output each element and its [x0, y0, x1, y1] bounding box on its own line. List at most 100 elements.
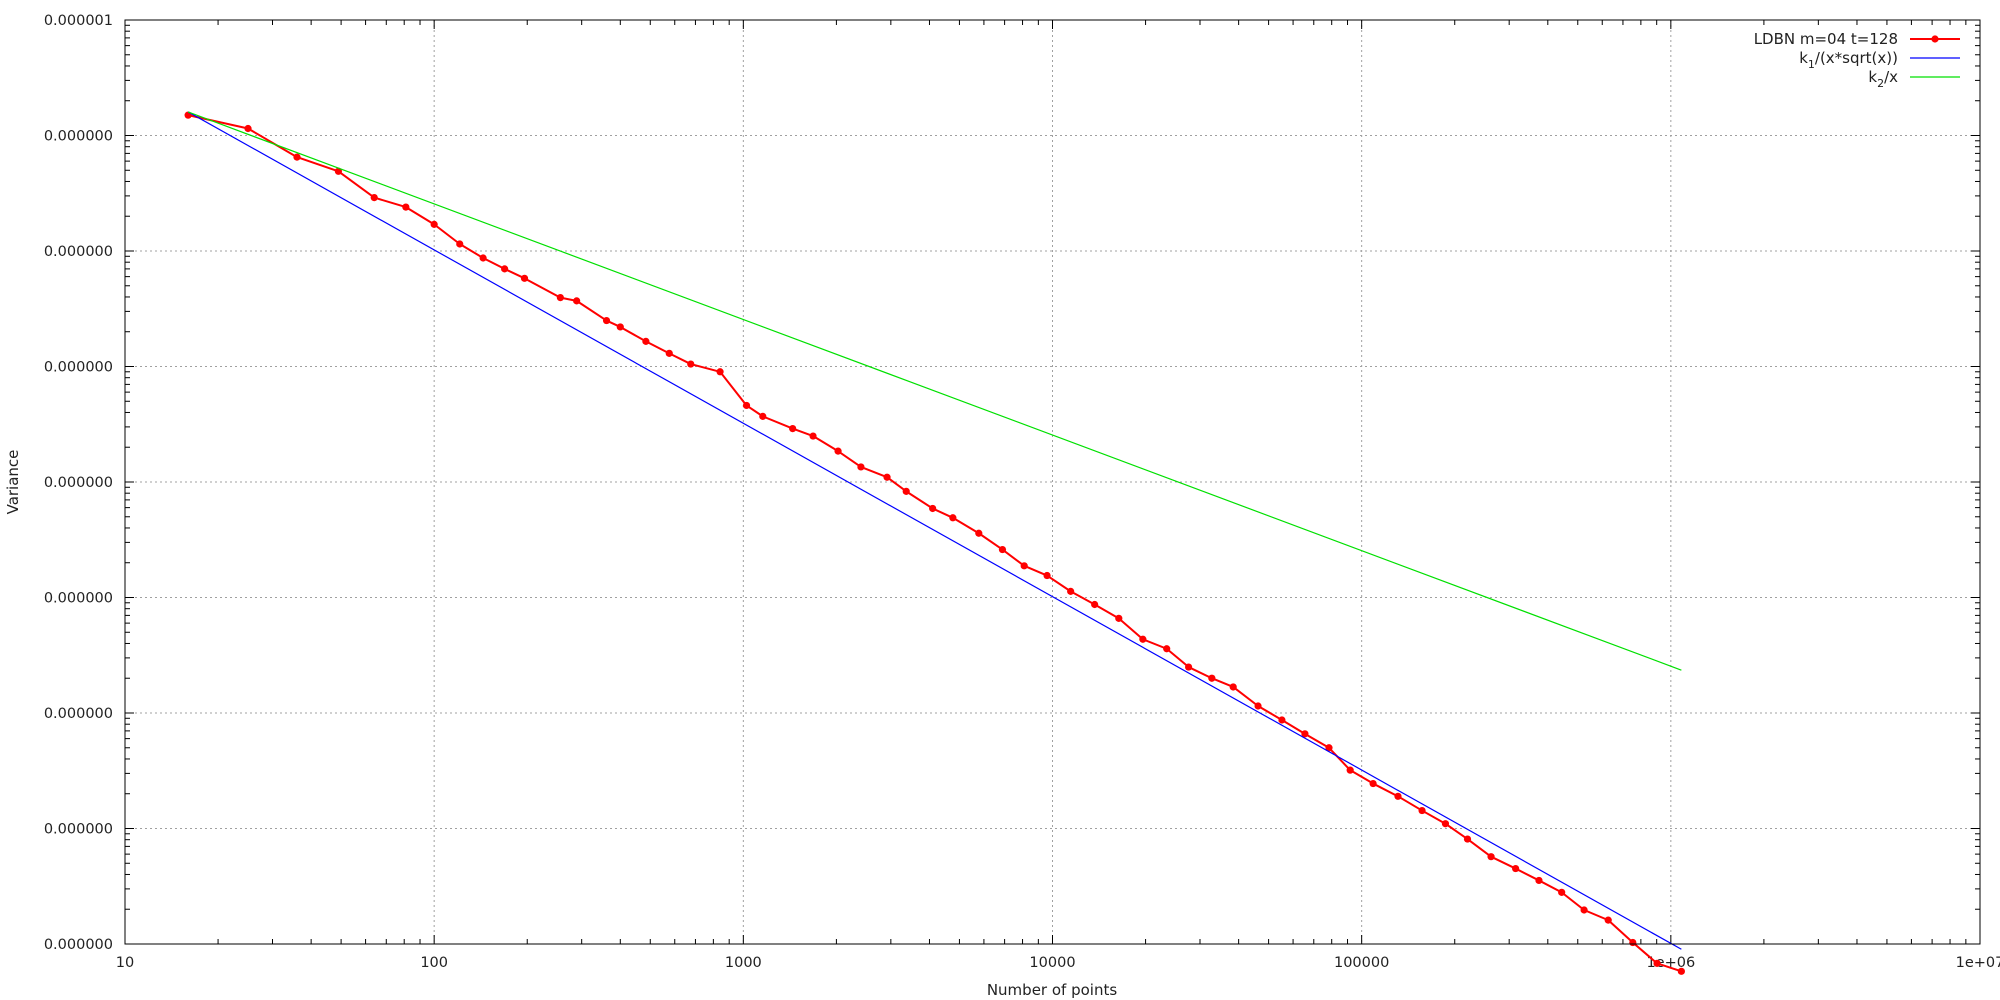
data-point	[1163, 645, 1171, 653]
y-tick-label: 0.000000	[44, 822, 113, 838]
y-tick-label: 0.000000	[44, 360, 113, 376]
data-point	[809, 432, 817, 440]
data-point	[665, 349, 673, 357]
data-point	[902, 487, 910, 495]
y-tick-label: 0.000000	[44, 475, 113, 491]
data-point	[1043, 571, 1051, 580]
data-point	[975, 529, 983, 537]
data-point	[834, 447, 842, 455]
series-2	[187, 111, 1682, 950]
data-point	[1580, 906, 1588, 914]
data-point	[456, 240, 464, 248]
series-layer	[184, 111, 1685, 975]
data-point	[1653, 959, 1661, 967]
data-point	[1278, 716, 1286, 724]
legend-suffix: /(x*sqrt(x))	[1815, 49, 1898, 67]
data-point	[1254, 702, 1262, 710]
data-point	[1463, 835, 1472, 843]
data-point	[1558, 888, 1566, 896]
data-point	[1020, 562, 1028, 570]
x-tick-label: 100000	[1334, 955, 1389, 971]
data-point	[1067, 587, 1075, 595]
y-tick-label: 0.000000	[44, 591, 113, 607]
data-point	[789, 424, 797, 433]
data-point	[1677, 967, 1685, 975]
legend-label: LDBN m=04 t=128	[1754, 30, 1898, 48]
data-point	[1229, 683, 1237, 691]
series-line	[187, 111, 1682, 671]
data-point	[998, 545, 1007, 554]
legend-name: k	[1799, 49, 1808, 67]
x-axis-title: Number of points	[987, 981, 1118, 999]
data-point	[1512, 864, 1520, 873]
data-point	[742, 401, 751, 410]
series-line	[187, 111, 1682, 950]
data-point	[929, 504, 937, 513]
data-point	[857, 463, 865, 471]
legend-marker	[1931, 35, 1939, 43]
legend-subscript: 1	[1808, 58, 1815, 71]
data-point	[430, 220, 438, 228]
x-tick-label: 10	[116, 955, 134, 971]
data-point	[293, 153, 301, 161]
data-point	[370, 193, 378, 202]
x-tick-label: 10000	[1029, 955, 1075, 971]
data-point	[1091, 600, 1099, 609]
data-point	[1185, 663, 1193, 671]
data-point	[244, 124, 252, 133]
data-point	[1301, 730, 1309, 738]
legend-label: k1/(x*sqrt(x))	[1799, 49, 1898, 71]
x-tick-label: 100	[420, 955, 448, 971]
legend-suffix: /x	[1884, 68, 1898, 86]
y-tick-label: 0.000000	[44, 937, 113, 953]
data-point	[1346, 766, 1354, 774]
x-tick-label: 1000	[725, 955, 762, 971]
data-point	[1487, 853, 1495, 861]
data-point	[949, 514, 957, 522]
data-point	[883, 473, 891, 481]
data-point	[1418, 806, 1426, 815]
data-point	[334, 167, 342, 175]
data-point	[642, 337, 650, 345]
data-point	[501, 265, 509, 273]
y-tick-labels: 0.000000 0.000000 0.000000 0.000000 0.000000…	[44, 13, 113, 953]
data-point	[402, 203, 410, 211]
data-point	[520, 274, 529, 282]
data-point	[1394, 792, 1402, 800]
data-point	[1139, 635, 1147, 643]
series-3	[187, 111, 1682, 671]
data-point	[1208, 674, 1216, 682]
plot-frame	[124, 19, 1981, 945]
y-axis-title: Variance	[4, 450, 22, 515]
y-tick-label: 0.000000	[44, 706, 113, 722]
legend-label: k2/x	[1868, 68, 1898, 90]
legend-name: k	[1868, 68, 1877, 86]
data-point	[1441, 820, 1450, 828]
data-point	[687, 360, 695, 368]
grid	[125, 20, 1980, 944]
y-tick-label: 0.000001	[44, 13, 113, 29]
data-point	[1604, 916, 1612, 924]
data-point	[1115, 614, 1123, 622]
data-point	[573, 297, 581, 305]
legend-name: LDBN m=04 t=128	[1754, 30, 1898, 48]
x-tick-labels: 10 100 1000 10000 100000 1e+06 1e+07	[116, 955, 2000, 971]
data-point	[1629, 938, 1637, 947]
data-point	[479, 254, 487, 262]
data-point	[1325, 744, 1333, 752]
x-tick-label: 1e+07	[1956, 955, 2000, 971]
y-tick-label: 0.000000	[44, 129, 113, 145]
data-point	[1369, 779, 1377, 788]
data-point	[556, 293, 564, 302]
x-tick-label: 1e+06	[1646, 955, 1695, 971]
legend-subscript: 2	[1877, 77, 1884, 90]
data-point	[1535, 876, 1543, 885]
y-tick-label: 0.000000	[44, 244, 113, 260]
series-1	[184, 111, 1685, 975]
series-line	[187, 114, 1682, 973]
data-point	[616, 323, 624, 331]
data-point	[602, 316, 611, 325]
data-point	[716, 368, 724, 376]
